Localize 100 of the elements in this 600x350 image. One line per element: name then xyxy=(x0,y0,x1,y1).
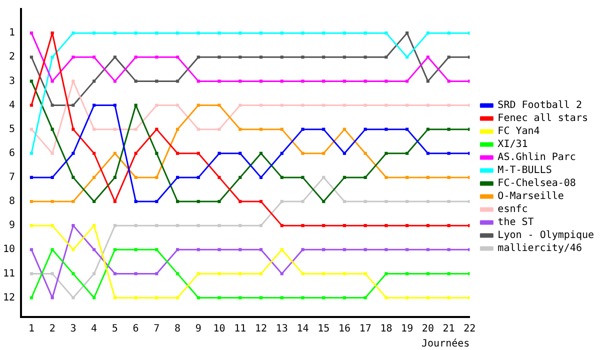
point xyxy=(447,296,450,300)
point xyxy=(218,104,221,107)
point xyxy=(406,80,409,83)
point xyxy=(134,224,138,228)
point xyxy=(238,224,242,228)
point xyxy=(50,80,54,83)
point xyxy=(72,80,75,83)
point xyxy=(176,248,180,252)
point xyxy=(384,128,388,131)
point xyxy=(301,128,304,131)
point xyxy=(30,176,34,179)
y-tick-label: 9 xyxy=(9,220,16,232)
point xyxy=(342,56,346,59)
point xyxy=(364,176,367,179)
point xyxy=(342,296,346,300)
point xyxy=(364,296,367,300)
legend-label: Lyon - Olympique xyxy=(498,230,594,242)
point xyxy=(113,80,116,83)
point xyxy=(426,224,430,228)
point xyxy=(384,80,388,83)
point xyxy=(259,80,263,83)
x-tick-label: 4 xyxy=(91,324,98,335)
point xyxy=(280,32,284,35)
point xyxy=(176,176,180,179)
x-tick-label: 21 xyxy=(442,324,455,335)
point xyxy=(426,296,430,300)
point xyxy=(364,56,367,59)
point xyxy=(238,200,242,204)
point xyxy=(447,56,450,59)
point xyxy=(155,224,158,228)
point xyxy=(218,80,221,83)
point xyxy=(218,32,221,35)
point xyxy=(301,104,304,107)
point xyxy=(218,248,221,252)
point xyxy=(426,80,430,83)
point xyxy=(50,272,54,276)
point xyxy=(113,272,116,276)
point xyxy=(155,56,158,59)
point xyxy=(113,56,116,59)
point xyxy=(155,152,158,155)
y-tick-label: 11 xyxy=(2,268,16,280)
x-tick-label: 6 xyxy=(132,324,139,335)
point xyxy=(406,248,409,252)
point xyxy=(280,176,284,179)
point xyxy=(176,152,180,155)
point xyxy=(155,248,158,252)
point xyxy=(134,296,138,300)
point xyxy=(113,200,116,204)
x-tick-label: 9 xyxy=(195,324,202,335)
point xyxy=(406,56,409,59)
point xyxy=(364,152,367,155)
y-tick-label: 3 xyxy=(9,76,16,87)
legend-label: Fenec all stars xyxy=(498,113,588,124)
point xyxy=(218,176,221,179)
point xyxy=(342,32,346,35)
point xyxy=(259,200,263,204)
point xyxy=(134,104,138,107)
point xyxy=(155,32,158,35)
point xyxy=(301,32,304,35)
point xyxy=(447,104,450,107)
point xyxy=(447,152,450,155)
point xyxy=(134,272,138,276)
point xyxy=(50,176,54,179)
point xyxy=(92,176,96,179)
point xyxy=(322,104,326,107)
point xyxy=(384,248,388,252)
point xyxy=(72,296,75,300)
point xyxy=(113,104,116,107)
point xyxy=(322,152,326,155)
point xyxy=(406,272,409,276)
point xyxy=(259,152,263,155)
point xyxy=(72,200,75,204)
point xyxy=(92,248,96,252)
point xyxy=(92,32,96,35)
point xyxy=(342,248,346,252)
point xyxy=(447,176,450,179)
point xyxy=(196,104,200,107)
point xyxy=(155,128,158,131)
y-tick-label: 8 xyxy=(9,196,16,208)
x-tick-label: 13 xyxy=(276,324,288,335)
point xyxy=(92,224,96,228)
point xyxy=(280,104,284,107)
point xyxy=(155,104,158,107)
point xyxy=(113,176,116,179)
point xyxy=(92,152,96,155)
point xyxy=(280,80,284,83)
point xyxy=(280,128,284,131)
point xyxy=(176,272,180,276)
point xyxy=(301,272,304,276)
point xyxy=(134,32,138,35)
point xyxy=(406,152,409,155)
point xyxy=(196,248,200,252)
point xyxy=(238,296,242,300)
point xyxy=(72,152,75,155)
point xyxy=(301,152,304,155)
point xyxy=(30,80,34,83)
point xyxy=(426,176,430,179)
point xyxy=(364,32,367,35)
point xyxy=(196,80,200,83)
y-tick-label: 2 xyxy=(9,52,16,63)
